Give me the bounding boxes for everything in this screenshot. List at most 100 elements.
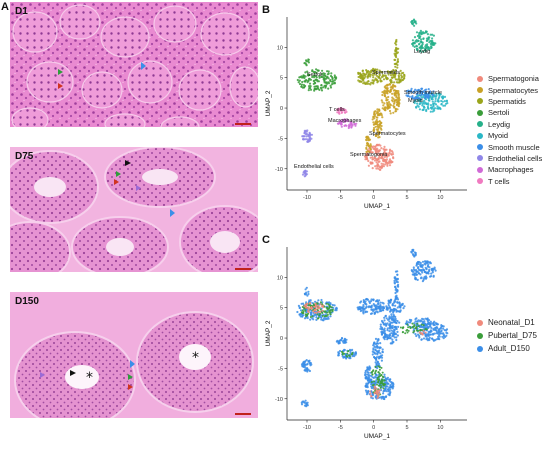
umap-point <box>382 104 385 107</box>
umap-point <box>427 48 430 51</box>
umap-point <box>379 346 382 349</box>
umap-point <box>380 70 383 74</box>
umap-point <box>414 318 417 321</box>
umap-point <box>388 91 391 94</box>
umap-point <box>348 354 350 357</box>
umap-point <box>424 263 427 266</box>
umap-point <box>414 40 417 43</box>
umap-point <box>329 313 332 316</box>
umap-point <box>424 30 427 33</box>
umap-point <box>389 324 392 327</box>
umap-point <box>385 158 388 161</box>
umap-point <box>422 269 425 272</box>
umap-point <box>413 36 417 39</box>
umap-point <box>384 154 387 157</box>
umap-point <box>384 335 387 339</box>
umap-point <box>383 91 386 95</box>
umap-point <box>378 389 381 391</box>
umap-point <box>345 355 348 357</box>
umap-point <box>402 71 405 74</box>
umap-point <box>375 356 379 359</box>
umap-point <box>394 315 397 318</box>
umap-point <box>378 168 381 171</box>
umap-point <box>310 137 313 140</box>
umap-point <box>429 90 432 93</box>
umap-point <box>306 129 309 132</box>
umap-point <box>382 331 385 334</box>
umap-point <box>415 273 418 276</box>
umap-point <box>340 337 344 340</box>
umap-point <box>326 313 329 316</box>
green-arrowhead-icon <box>128 374 133 380</box>
blue-arrowhead-icon <box>141 62 146 70</box>
umap-point <box>376 125 379 128</box>
umap-point <box>420 44 423 47</box>
umap-point <box>367 70 370 73</box>
x-tick-label: -5 <box>338 425 343 431</box>
umap-point <box>427 95 430 98</box>
umap-point <box>443 100 446 103</box>
umap-point <box>315 88 318 91</box>
umap-point <box>388 330 391 333</box>
umap-point <box>392 76 395 79</box>
umap-point <box>395 277 398 281</box>
umap-point <box>318 88 321 91</box>
umap-point <box>319 301 322 304</box>
umap-point <box>360 80 363 83</box>
umap-point <box>365 375 368 379</box>
umap-point <box>364 82 367 85</box>
umap-point <box>442 332 445 335</box>
umap-point <box>374 357 378 361</box>
umap-point <box>308 82 312 85</box>
umap-point <box>379 375 381 378</box>
umap-point <box>388 164 392 167</box>
umap-point <box>422 324 425 327</box>
umap-point <box>360 74 364 77</box>
umap-point <box>299 313 302 316</box>
umap-point <box>437 100 440 103</box>
umap-point <box>408 95 411 98</box>
umap-point <box>427 46 430 49</box>
umap-point <box>396 61 399 64</box>
umap-point <box>309 86 312 90</box>
umap-point <box>360 300 363 303</box>
umap-point <box>414 333 417 336</box>
umap-point <box>391 153 395 156</box>
umap-point <box>380 99 383 102</box>
umap-point <box>421 317 424 320</box>
umap-point <box>423 89 427 92</box>
umap-point <box>420 31 423 34</box>
umap-point <box>390 298 393 301</box>
umap-point <box>307 133 310 137</box>
legend-swatch <box>477 166 483 173</box>
legend-label: Endothelial cells <box>488 153 543 163</box>
umap-point <box>388 158 392 161</box>
umap-point <box>302 86 306 89</box>
umap-point <box>369 390 372 393</box>
umap-point <box>373 341 376 344</box>
umap-point <box>381 351 384 354</box>
umap-point <box>348 125 351 128</box>
umap-point <box>343 338 347 341</box>
umap-point <box>371 167 374 170</box>
umap-point <box>419 99 422 102</box>
umap-point <box>428 268 431 271</box>
umap-point <box>428 99 431 102</box>
umap-point <box>372 348 375 351</box>
umap-point <box>417 272 421 275</box>
umap-point <box>396 281 399 284</box>
umap-point <box>415 320 418 323</box>
umap-point <box>331 310 334 313</box>
umap-point <box>433 107 437 110</box>
umap-point <box>411 97 414 100</box>
umap-point <box>376 350 379 353</box>
umap-point <box>369 392 372 395</box>
umap-point <box>366 298 369 301</box>
umap-point <box>371 158 375 161</box>
umap-point <box>309 364 312 367</box>
umap-point <box>417 268 421 271</box>
umap-point <box>323 77 326 80</box>
umap-point <box>374 375 377 378</box>
umap-point <box>326 73 329 76</box>
umap-point <box>401 75 404 78</box>
